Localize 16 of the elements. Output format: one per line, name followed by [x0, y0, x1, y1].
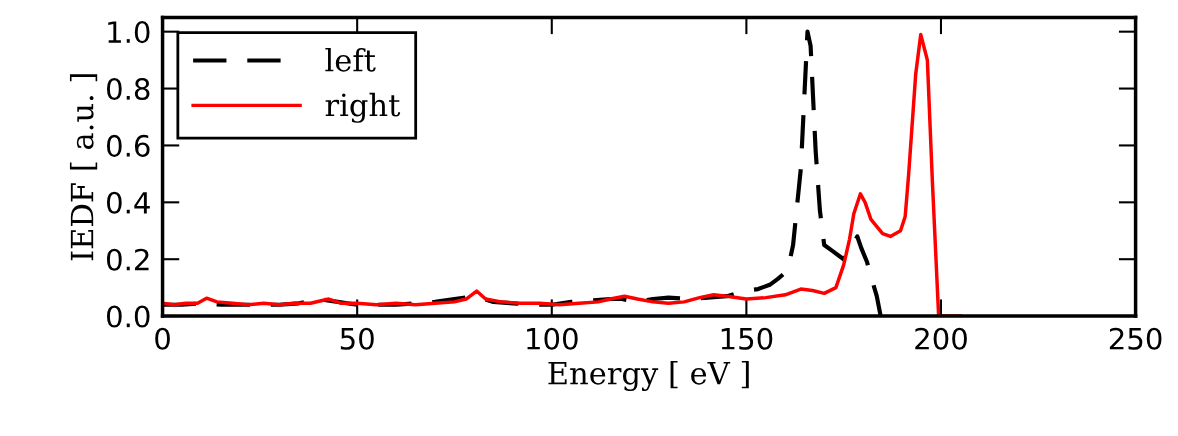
y-tick-label: 0.0 [106, 305, 150, 328]
legend-label: right [325, 92, 401, 123]
x-axis-title: Energy [ eV ] [548, 360, 749, 391]
y-axis-title: IEDF [ a.u. ] [69, 74, 98, 261]
legend-label: left [325, 48, 376, 72]
y-tick-label: 0.8 [106, 77, 150, 101]
x-tick-label: 200 [915, 327, 967, 350]
y-tick-label: 0.2 [106, 248, 149, 271]
y-tick-label: 1.0 [108, 21, 150, 44]
x-tick-label: 100 [527, 327, 578, 350]
y-tick-label: 0.6 [106, 134, 150, 157]
x-tick-label: 0 [155, 327, 170, 350]
x-tick-label: 250 [1109, 327, 1162, 350]
x-tick-label: 50 [340, 327, 374, 350]
y-tick-label: 0.4 [106, 191, 150, 214]
x-tick-label: 150 [721, 327, 773, 350]
